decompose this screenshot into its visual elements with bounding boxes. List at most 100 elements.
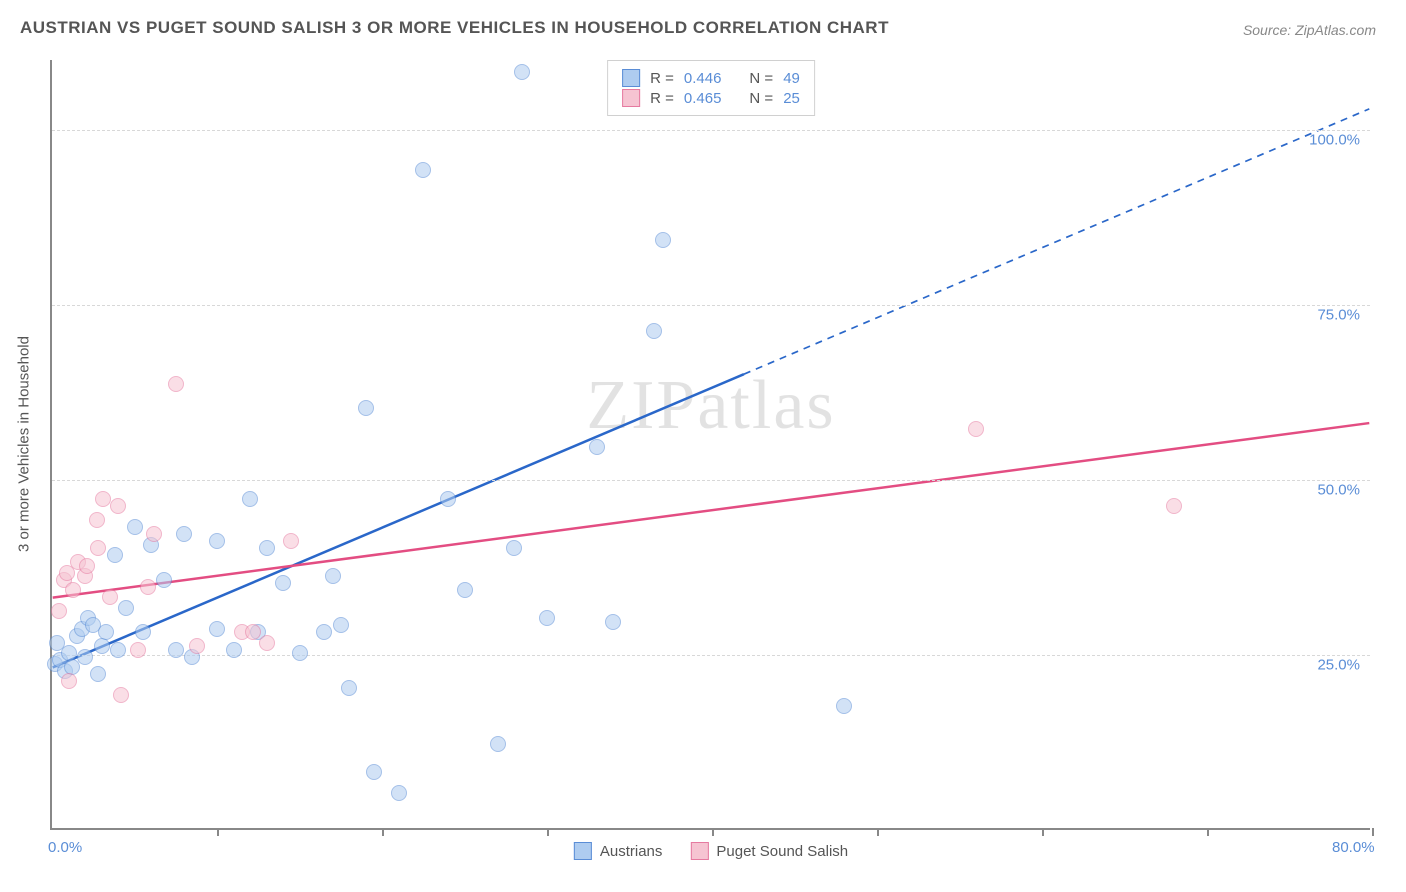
scatter-point [95, 491, 111, 507]
gridline-h [52, 305, 1370, 306]
scatter-point [135, 624, 151, 640]
scatter-point [514, 64, 530, 80]
source-attribution: Source: ZipAtlas.com [1243, 22, 1376, 38]
scatter-point [107, 547, 123, 563]
scatter-point [283, 533, 299, 549]
x-tick [217, 828, 219, 836]
x-tick [1042, 828, 1044, 836]
scatter-point [209, 621, 225, 637]
legend-correlation-row: R = 0.465 N = 25 [622, 89, 800, 107]
scatter-point [130, 642, 146, 658]
x-tick [547, 828, 549, 836]
scatter-point [156, 572, 172, 588]
scatter-point [90, 540, 106, 556]
scatter-point [275, 575, 291, 591]
legend-n-label: N = [749, 70, 773, 87]
y-tick-label: 75.0% [1317, 307, 1360, 324]
scatter-point [292, 645, 308, 661]
chart-plot-area: 3 or more Vehicles in Household ZIPatlas… [50, 60, 1370, 830]
scatter-point [98, 624, 114, 640]
scatter-point [118, 600, 134, 616]
scatter-point [242, 491, 258, 507]
gridline-h [52, 130, 1370, 131]
trend-line-dashed [744, 109, 1369, 374]
legend-swatch [622, 69, 640, 87]
y-axis-title: 3 or more Vehicles in Household [16, 336, 33, 552]
x-tick [1207, 828, 1209, 836]
legend-series-item: Austrians [574, 842, 663, 860]
scatter-point [168, 642, 184, 658]
scatter-point [259, 635, 275, 651]
scatter-point [1166, 498, 1182, 514]
scatter-point [457, 582, 473, 598]
chart-title: AUSTRIAN VS PUGET SOUND SALISH 3 OR MORE… [20, 18, 889, 38]
scatter-point [836, 698, 852, 714]
legend-series-item: Puget Sound Salish [690, 842, 848, 860]
scatter-point [259, 540, 275, 556]
scatter-point [316, 624, 332, 640]
scatter-point [490, 736, 506, 752]
x-tick [1372, 828, 1374, 836]
scatter-point [209, 533, 225, 549]
scatter-point [90, 666, 106, 682]
x-axis-min-label: 0.0% [48, 839, 82, 856]
scatter-point [333, 617, 349, 633]
x-axis-max-label: 80.0% [1332, 839, 1375, 856]
scatter-point [89, 512, 105, 528]
legend-n-label: N = [749, 90, 773, 107]
y-tick-label: 50.0% [1317, 482, 1360, 499]
legend-n-value: 25 [783, 90, 800, 107]
gridline-h [52, 655, 1370, 656]
scatter-point [94, 638, 110, 654]
legend-series-label: Austrians [600, 843, 663, 860]
scatter-point [589, 439, 605, 455]
scatter-point [605, 614, 621, 630]
scatter-point [506, 540, 522, 556]
y-tick-label: 25.0% [1317, 657, 1360, 674]
legend-series: Austrians Puget Sound Salish [574, 842, 848, 860]
legend-r-value: 0.465 [684, 90, 722, 107]
legend-r-value: 0.446 [684, 70, 722, 87]
scatter-point [341, 680, 357, 696]
scatter-point [415, 162, 431, 178]
legend-swatch [574, 842, 592, 860]
scatter-point [102, 589, 118, 605]
scatter-point [51, 603, 67, 619]
scatter-point [440, 491, 456, 507]
scatter-point [539, 610, 555, 626]
scatter-point [968, 421, 984, 437]
scatter-point [79, 558, 95, 574]
scatter-point [176, 526, 192, 542]
scatter-point [110, 498, 126, 514]
scatter-point [391, 785, 407, 801]
scatter-point [189, 638, 205, 654]
trend-lines-svg [52, 60, 1370, 828]
legend-correlation-row: R = 0.446 N = 49 [622, 69, 800, 87]
scatter-point [226, 642, 242, 658]
scatter-point [146, 526, 162, 542]
scatter-point [140, 579, 156, 595]
scatter-point [113, 687, 129, 703]
scatter-point [110, 642, 126, 658]
scatter-point [655, 232, 671, 248]
x-tick [877, 828, 879, 836]
legend-swatch [622, 89, 640, 107]
scatter-point [168, 376, 184, 392]
legend-correlation: R = 0.446 N = 49 R = 0.465 N = 25 [607, 60, 815, 116]
scatter-point [366, 764, 382, 780]
legend-r-label: R = [650, 70, 674, 87]
scatter-point [325, 568, 341, 584]
scatter-point [646, 323, 662, 339]
legend-swatch [690, 842, 708, 860]
legend-n-value: 49 [783, 70, 800, 87]
scatter-point [358, 400, 374, 416]
x-tick [712, 828, 714, 836]
scatter-point [127, 519, 143, 535]
x-tick [382, 828, 384, 836]
gridline-h [52, 480, 1370, 481]
y-tick-label: 100.0% [1309, 132, 1360, 149]
legend-r-label: R = [650, 90, 674, 107]
legend-series-label: Puget Sound Salish [716, 843, 848, 860]
scatter-point [65, 582, 81, 598]
scatter-point [77, 649, 93, 665]
